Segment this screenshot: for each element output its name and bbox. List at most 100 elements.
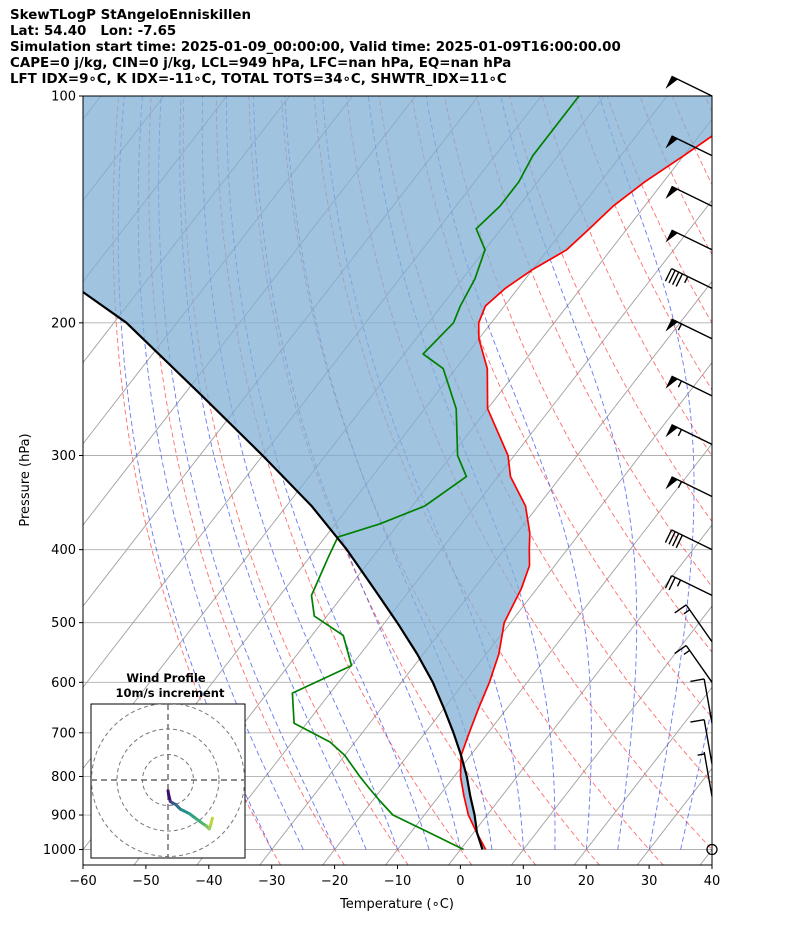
chart-title: SkewTLogP StAngeloEnniskillen	[10, 8, 252, 23]
dry-adiabat-60	[411, 96, 712, 719]
wind-barb-600	[674, 644, 713, 683]
barb-flag	[664, 268, 673, 282]
wind-barb-210	[665, 318, 713, 340]
wind-barb-140	[665, 185, 713, 207]
x-tick-label--60: −60	[69, 874, 96, 889]
barb-pennant	[665, 135, 678, 149]
hodograph-subtitle: 10m/s increment	[116, 686, 225, 700]
barb-flag	[668, 531, 676, 545]
moist-adiabat--30	[117, 96, 273, 850]
barb-staff	[685, 604, 713, 643]
hodograph: Wind Profile 10m/s increment	[90, 671, 246, 859]
location-line: Lat: 54.40 Lon: -7.65	[10, 24, 177, 39]
moist-adiabat--25	[137, 96, 304, 850]
barb-staff	[671, 575, 713, 597]
x-tick-label--10: −10	[384, 874, 411, 889]
barb-flag	[664, 529, 673, 543]
dry-adiabat-170	[770, 96, 794, 866]
dry-adiabat-30	[313, 96, 664, 865]
wind-barb-160	[665, 229, 713, 251]
barb-flag	[674, 644, 687, 655]
isotherm-40	[699, 848, 712, 865]
barb-staff	[703, 751, 713, 797]
cape-line: CAPE=0 j/kg, CIN=0 j/kg, LCL=949 hPa, LF…	[10, 56, 512, 71]
hodograph-title: Wind Profile	[126, 671, 206, 685]
barb-half-flag	[684, 276, 689, 284]
barb-pennant	[665, 319, 678, 332]
barb-flag	[690, 678, 705, 683]
barb-staff	[703, 719, 713, 765]
barb-staff	[671, 529, 713, 551]
barb-staff	[671, 318, 713, 340]
temperature-line	[459, 134, 712, 850]
wind-barb-250	[665, 375, 713, 397]
hodo-ring-30	[91, 704, 245, 857]
wind-barb-850	[697, 751, 713, 797]
x-axis-label: Temperature (∘C)	[339, 897, 454, 912]
x-tick-label-0: 0	[456, 874, 464, 889]
hodo-ring-10	[142, 754, 194, 806]
wind-barb-400	[664, 529, 713, 551]
wind-barb-120	[665, 135, 713, 157]
barb-flag	[671, 533, 680, 547]
isotherm--20	[322, 361, 712, 865]
y-tick-label-600: 600	[51, 676, 76, 691]
barb-staff	[671, 424, 713, 446]
dry-adiabat-150	[704, 96, 712, 113]
barb-half-flag	[676, 579, 682, 587]
cape-fill-layer	[83, 96, 712, 850]
x-tick-label--30: −30	[258, 874, 285, 889]
isotherm-10	[510, 605, 712, 865]
y-tick-label-300: 300	[51, 449, 76, 464]
y-tick-label-700: 700	[51, 726, 76, 741]
dry-adiabat--30	[112, 96, 282, 865]
y-tick-label-1000: 1000	[43, 843, 76, 858]
dry-adiabat-80	[476, 96, 712, 588]
x-tick-label--40: −40	[195, 874, 222, 889]
wind-barb-340	[665, 476, 713, 498]
barb-half-flag	[677, 481, 683, 489]
barb-staff	[671, 185, 713, 207]
barb-half-flag	[683, 649, 691, 655]
hodo-ring-20	[116, 728, 220, 832]
moist-adiabat--20	[158, 96, 336, 850]
barb-pennant	[665, 186, 678, 199]
barb-staff	[671, 75, 713, 97]
barb-half-flag	[677, 429, 683, 437]
moist-adiabat-20	[425, 96, 592, 850]
y-tick-label-200: 200	[51, 316, 76, 331]
isotherm--30	[259, 280, 712, 865]
isotherm-20	[573, 686, 712, 865]
wind-barb-180	[664, 267, 713, 289]
chart-header: SkewTLogP StAngeloEnniskillen Lat: 54.40 …	[10, 8, 621, 88]
y-axis-label: Pressure (hPa)	[18, 433, 33, 526]
x-tick-label-40: 40	[704, 874, 721, 889]
wind-barb-530	[674, 604, 713, 643]
moist-adiabat-15	[367, 96, 556, 850]
wind-barb-290	[665, 424, 713, 446]
x-tick-label-20: 20	[578, 874, 595, 889]
x-tick-label-30: 30	[641, 874, 658, 889]
barb-staff	[671, 476, 713, 498]
isotherm-30	[636, 767, 712, 865]
barb-flag	[690, 718, 705, 723]
barb-pennant	[665, 76, 678, 89]
barb-flag	[674, 604, 687, 614]
barb-staff	[671, 229, 713, 251]
dry-adiabat-90	[509, 96, 712, 523]
dry-adiabat-140	[671, 96, 712, 186]
wind-barb-770	[690, 718, 713, 765]
y-tick-label-400: 400	[51, 543, 76, 558]
barb-staff	[671, 375, 713, 397]
x-tick-label-10: 10	[515, 874, 532, 889]
axis-ticks: −60 −50 −40 −30 −20 −10 0 10 20 30 40 100 200 300 400 5…	[43, 90, 720, 890]
parcel-line	[83, 290, 484, 850]
barb-half-flag	[683, 609, 691, 615]
barb-pennant	[665, 424, 678, 438]
isotherm-0	[447, 524, 712, 865]
barb-flag	[675, 273, 683, 287]
barb-flag	[675, 534, 683, 549]
barb-staff	[685, 645, 713, 683]
dewpoint-line	[291, 96, 580, 851]
dry-adiabat--10	[182, 96, 409, 865]
